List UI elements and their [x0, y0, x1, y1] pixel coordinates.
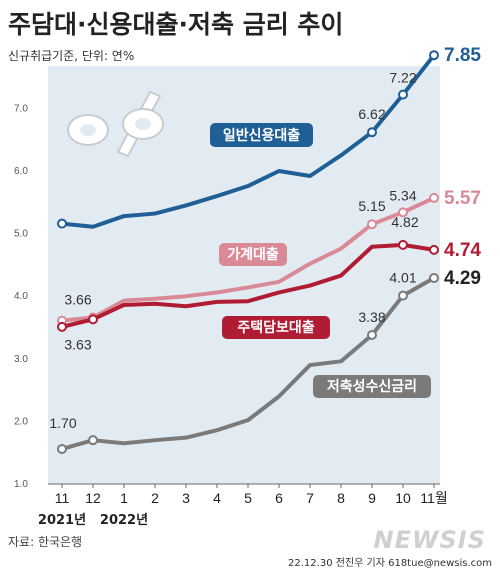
data-label-mortgage: 3.63 [64, 336, 91, 352]
series-layer [57, 50, 439, 454]
series-tag-savings-label: 저축성수신금리 [327, 379, 417, 395]
y-tick-label: 3.0 [14, 354, 28, 365]
data-label-savings: 3.38 [358, 309, 385, 325]
x-tick-label: 1 [120, 490, 128, 506]
data-label-credit: 7.85 [444, 45, 481, 66]
data-point-savings [57, 443, 67, 454]
chart-title: 주담대·신용대출·저축 금리 추이 [8, 10, 343, 39]
x-tick-label: 5 [244, 490, 252, 506]
y-tick-label: 2.0 [14, 416, 28, 427]
data-label-credit: 6.62 [358, 106, 385, 122]
data-point-household [367, 219, 377, 230]
x-tick-label: 11 [55, 490, 70, 506]
x-tick-label: 9 [368, 490, 376, 506]
y-tick-label: 7.0 [14, 103, 28, 114]
x-tick-label: 7 [306, 490, 314, 506]
x-tick-label: 3 [182, 490, 190, 506]
x-tick-label: 4 [213, 490, 221, 506]
data-point-household [398, 207, 408, 218]
series-tag-credit-label: 일반신용대출 [223, 127, 300, 144]
data-label-household: 5.34 [389, 187, 416, 203]
data-point-household [429, 192, 439, 203]
data-point-savings [429, 273, 439, 284]
x-tick-label: 10 [395, 490, 411, 506]
data-label-mortgage: 4.74 [444, 240, 481, 261]
year-label-2021: 2021년 [38, 513, 86, 528]
reporter-credit: 22.12.30 전진우 기자 618tue@newsis.com [288, 557, 492, 569]
series-tag-household: 가계대출 [219, 243, 287, 266]
series-tag-savings: 저축성수신금리 [313, 375, 431, 398]
year-label-2022: 2022년 [100, 513, 148, 528]
y-tick-label: 5.0 [14, 229, 28, 240]
data-point-mortgage [398, 239, 408, 250]
data-point-mortgage [429, 244, 439, 255]
data-label-mortgage: 4.82 [391, 214, 418, 230]
data-label-credit: 7.22 [389, 70, 416, 86]
data-label-household: 5.57 [444, 188, 481, 209]
x-tick-label: 11월 [420, 490, 447, 506]
label-layer: 6.62 7.22 7.85 3.66 5.155.34 5.57 3.63 4.82 4.74… [49, 45, 481, 431]
x-tick-label: 2 [151, 490, 159, 506]
x-tick-label: 6 [275, 490, 283, 506]
series-line-mortgage [60, 242, 436, 329]
data-point-credit [367, 127, 377, 138]
series-tag-mortgage: 주택담보대출 [222, 316, 330, 339]
data-label-savings: 4.01 [389, 270, 416, 286]
data-label-household: 3.66 [64, 291, 91, 307]
x-tick-label: 8 [337, 490, 345, 506]
data-point-credit [429, 50, 439, 61]
data-point-credit [398, 89, 408, 100]
newsis-logo: NEWSIS [374, 526, 486, 554]
data-point-mortgage [57, 321, 67, 332]
series-tag-household-label: 가계대출 [227, 246, 279, 263]
data-point-savings [398, 290, 408, 301]
percent-sign-icon [67, 90, 164, 158]
data-label-savings: 4.29 [444, 268, 481, 289]
data-label-savings: 1.70 [49, 415, 76, 431]
data-point-savings [88, 435, 98, 446]
chart-subtitle: 신규취급기준, 단위: 연% [8, 49, 134, 63]
y-tick-label: 1.0 [14, 479, 28, 490]
y-tick-label: 4.0 [14, 291, 28, 302]
source-note: 자료: 한국은행 [8, 534, 82, 549]
x-axis: 11 12 1 2 3 4 5 6 7 8 9 10 11월 [48, 483, 448, 506]
x-tick-label: 12 [85, 490, 101, 506]
data-point-credit [57, 218, 67, 229]
data-label-household: 5.15 [358, 198, 385, 214]
data-point-mortgage [88, 314, 98, 325]
series-tag-mortgage-label: 주택담보대출 [237, 319, 314, 336]
y-axis: 1.0 2.0 3.0 4.0 5.0 6.0 7.0 [14, 103, 28, 490]
y-tick-label: 6.0 [14, 166, 28, 177]
data-point-savings [367, 330, 377, 341]
series-tag-credit: 일반신용대출 [210, 123, 313, 147]
